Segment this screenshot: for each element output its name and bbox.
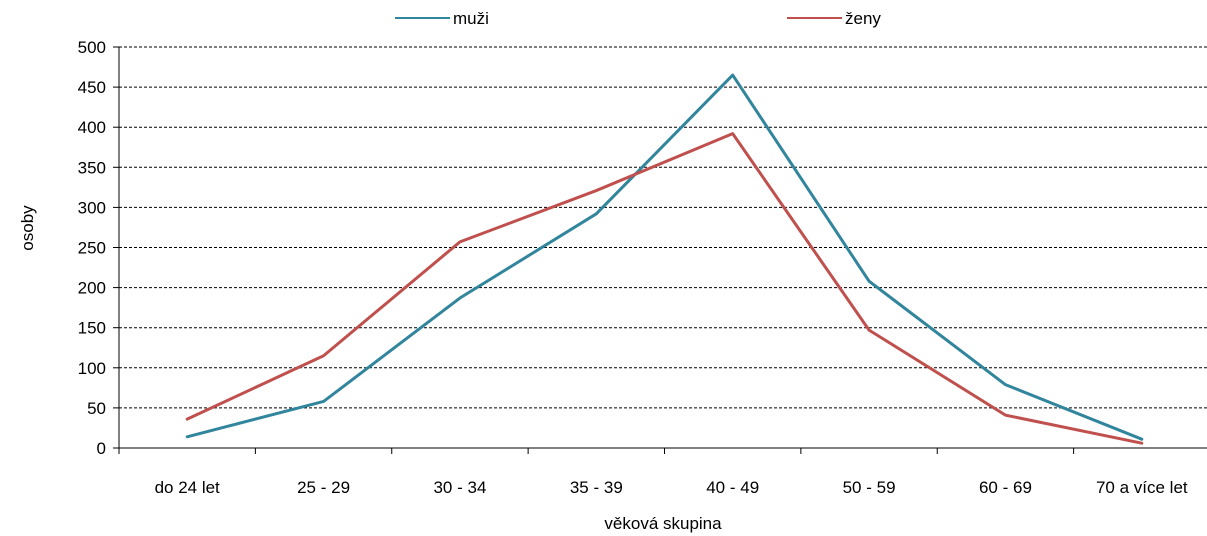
gridlines	[119, 46, 1207, 409]
x-tick-label: 35 - 39	[570, 478, 623, 497]
y-tick-label: 350	[78, 158, 106, 177]
axes	[118, 47, 1207, 449]
y-tick-label: 250	[78, 239, 106, 258]
y-axis-title: osoby	[18, 205, 37, 251]
y-tick-label: 150	[78, 319, 106, 338]
y-tick-label: 200	[78, 279, 106, 298]
y-tick-label: 50	[87, 399, 106, 418]
y-tick-label: 450	[78, 78, 106, 97]
legend-label-ženy: ženy	[845, 9, 881, 28]
x-axis-ticks: do 24 let 25 - 29 30 - 34 35 - 39 40 - 49 50 …	[118, 448, 1188, 497]
y-tick-label: 100	[78, 359, 106, 378]
y-tick-label: 300	[78, 198, 106, 217]
y-tick-label: 500	[78, 38, 106, 57]
series-line-ženy	[185, 132, 1144, 445]
legend-label-muži: muži	[453, 9, 489, 28]
x-tick-label: 25 - 29	[297, 478, 350, 497]
series-line-muži	[185, 73, 1144, 441]
x-tick-label: 40 - 49	[706, 478, 759, 497]
y-tick-label: 400	[78, 118, 106, 137]
x-tick-label: 60 - 69	[979, 478, 1032, 497]
x-tick-label: 50 - 59	[843, 478, 896, 497]
y-axis-ticks: 0 50 100 150 200 250 300 350 400 450 500	[78, 38, 119, 458]
x-axis-title: věková skupina	[604, 514, 722, 533]
x-tick-label: 70 a více let	[1096, 478, 1188, 497]
legend: muži ženy	[395, 9, 881, 28]
y-tick-label: 0	[97, 439, 106, 458]
x-tick-label: 30 - 34	[433, 478, 486, 497]
x-tick-label: do 24 let	[155, 478, 220, 497]
series-lines	[185, 73, 1144, 445]
